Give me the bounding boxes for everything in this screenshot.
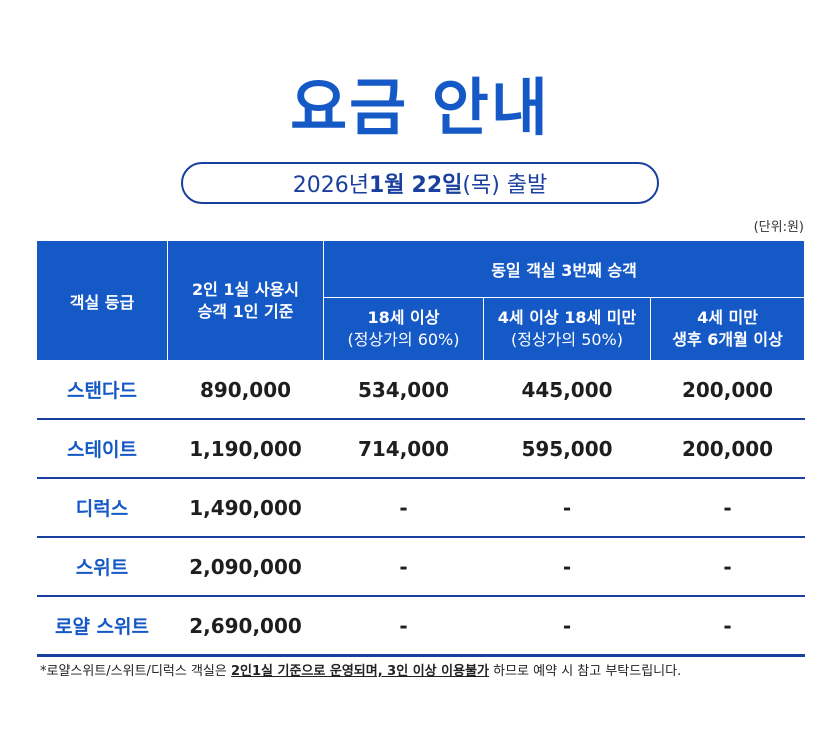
cell-grade: 디럭스 bbox=[36, 478, 168, 538]
departure-date-badge: 2026년 1월 22일 (목) 출발 bbox=[181, 162, 659, 204]
table-row: 스탠다드 890,000 534,000 445,000 200,000 bbox=[36, 360, 805, 420]
cell-child: - bbox=[483, 478, 651, 538]
table-row: 로얄 스위트 2,690,000 - - - bbox=[36, 596, 805, 657]
cell-infant: 200,000 bbox=[650, 360, 805, 420]
cell-twin: 890,000 bbox=[167, 360, 324, 420]
table-row: 스위트 2,090,000 - - - bbox=[36, 537, 805, 597]
header-twin: 2인 1실 사용시 승객 1인 기준 bbox=[167, 240, 324, 361]
header-infant-line1: 4세 미만 bbox=[697, 308, 758, 327]
cell-adult: 714,000 bbox=[323, 419, 484, 479]
date-year: 2026년 bbox=[292, 173, 369, 198]
footnote-prefix: *로얄스위트/스위트/디럭스 객실은 bbox=[40, 664, 231, 679]
table-row: 디럭스 1,490,000 - - - bbox=[36, 478, 805, 538]
cell-grade: 스테이트 bbox=[36, 419, 168, 479]
cell-grade: 스위트 bbox=[36, 537, 168, 597]
cell-infant: - bbox=[650, 478, 805, 538]
cell-grade: 스탠다드 bbox=[36, 360, 168, 420]
cell-twin: 2,690,000 bbox=[167, 596, 324, 657]
cell-adult: - bbox=[323, 596, 484, 657]
header-child-line1: 4세 이상 18세 미만 bbox=[497, 308, 637, 327]
header-infant: 4세 미만 생후 6개월 이상 bbox=[649, 297, 806, 361]
cell-twin: 1,190,000 bbox=[167, 419, 324, 479]
cell-child: 445,000 bbox=[483, 360, 651, 420]
page-title: 요금 안내 bbox=[290, 71, 550, 144]
cell-twin: 2,090,000 bbox=[167, 537, 324, 597]
header-child: 4세 이상 18세 미만 (정상가의 50%) bbox=[483, 297, 651, 361]
footnote: *로얄스위트/스위트/디럭스 객실은 2인1실 기준으로 운영되며, 3인 이상… bbox=[40, 660, 820, 679]
cell-twin: 1,490,000 bbox=[167, 478, 324, 538]
header-child-line2: (정상가의 50%) bbox=[510, 330, 623, 349]
cell-grade: 로얄 스위트 bbox=[36, 596, 168, 657]
price-table: 객실 등급 2인 1실 사용시 승객 1인 기준 동일 객실 3번째 승객 18… bbox=[36, 240, 806, 657]
cell-infant: - bbox=[650, 596, 805, 657]
cell-child: - bbox=[483, 537, 651, 597]
date-day: 22일 bbox=[411, 173, 463, 198]
header-adult-line1: 18세 이상 bbox=[367, 308, 440, 327]
header-infant-line2: 생후 6개월 이상 bbox=[672, 330, 783, 349]
header-twin-line1: 2인 1실 사용시 bbox=[191, 279, 299, 299]
date-suffix: (목) 출발 bbox=[462, 173, 548, 198]
cell-adult: 534,000 bbox=[323, 360, 484, 420]
unit-label: (단위:원) bbox=[753, 220, 804, 235]
header-twin-line2: 승객 1인 기준 bbox=[197, 301, 294, 321]
date-month: 1월 bbox=[368, 173, 405, 198]
header-grade: 객실 등급 bbox=[36, 240, 168, 361]
header-adult-line2: (정상가의 60%) bbox=[347, 330, 460, 349]
cell-adult: - bbox=[323, 537, 484, 597]
cell-child: 595,000 bbox=[483, 419, 651, 479]
footnote-suffix: 하므로 예약 시 참고 부탁드립니다. bbox=[489, 664, 682, 679]
table-row: 스테이트 1,190,000 714,000 595,000 200,000 bbox=[36, 419, 805, 479]
header-adult: 18세 이상 (정상가의 60%) bbox=[323, 297, 484, 361]
footnote-emphasis: 2인1실 기준으로 운영되며, 3인 이상 이용불가 bbox=[230, 664, 489, 679]
cell-infant: 200,000 bbox=[650, 419, 805, 479]
cell-child: - bbox=[483, 596, 651, 657]
date-space bbox=[405, 171, 412, 196]
cell-infant: - bbox=[650, 537, 805, 597]
header-third-passenger: 동일 객실 3번째 승객 bbox=[322, 240, 806, 298]
cell-adult: - bbox=[323, 478, 484, 538]
